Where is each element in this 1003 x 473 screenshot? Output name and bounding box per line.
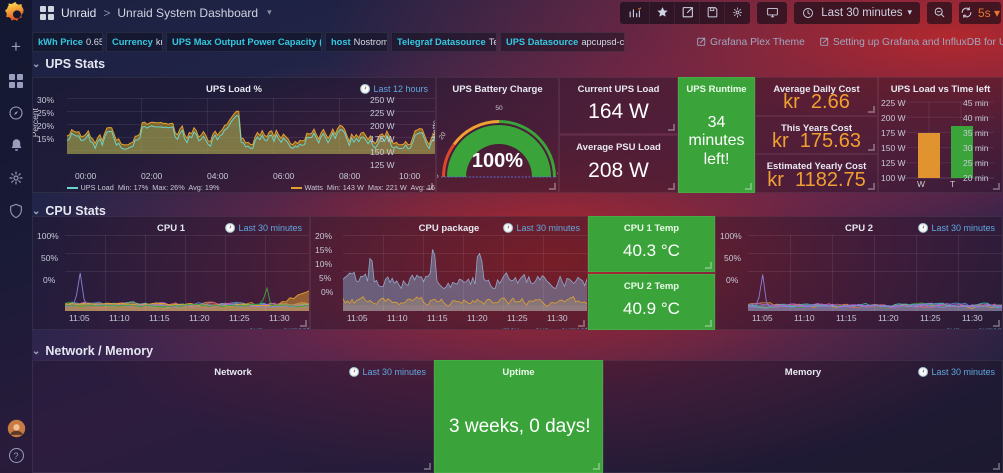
svg-text:50: 50 — [495, 105, 503, 112]
svg-text:0: 0 — [436, 172, 441, 179]
svg-text:20: 20 — [438, 131, 448, 141]
